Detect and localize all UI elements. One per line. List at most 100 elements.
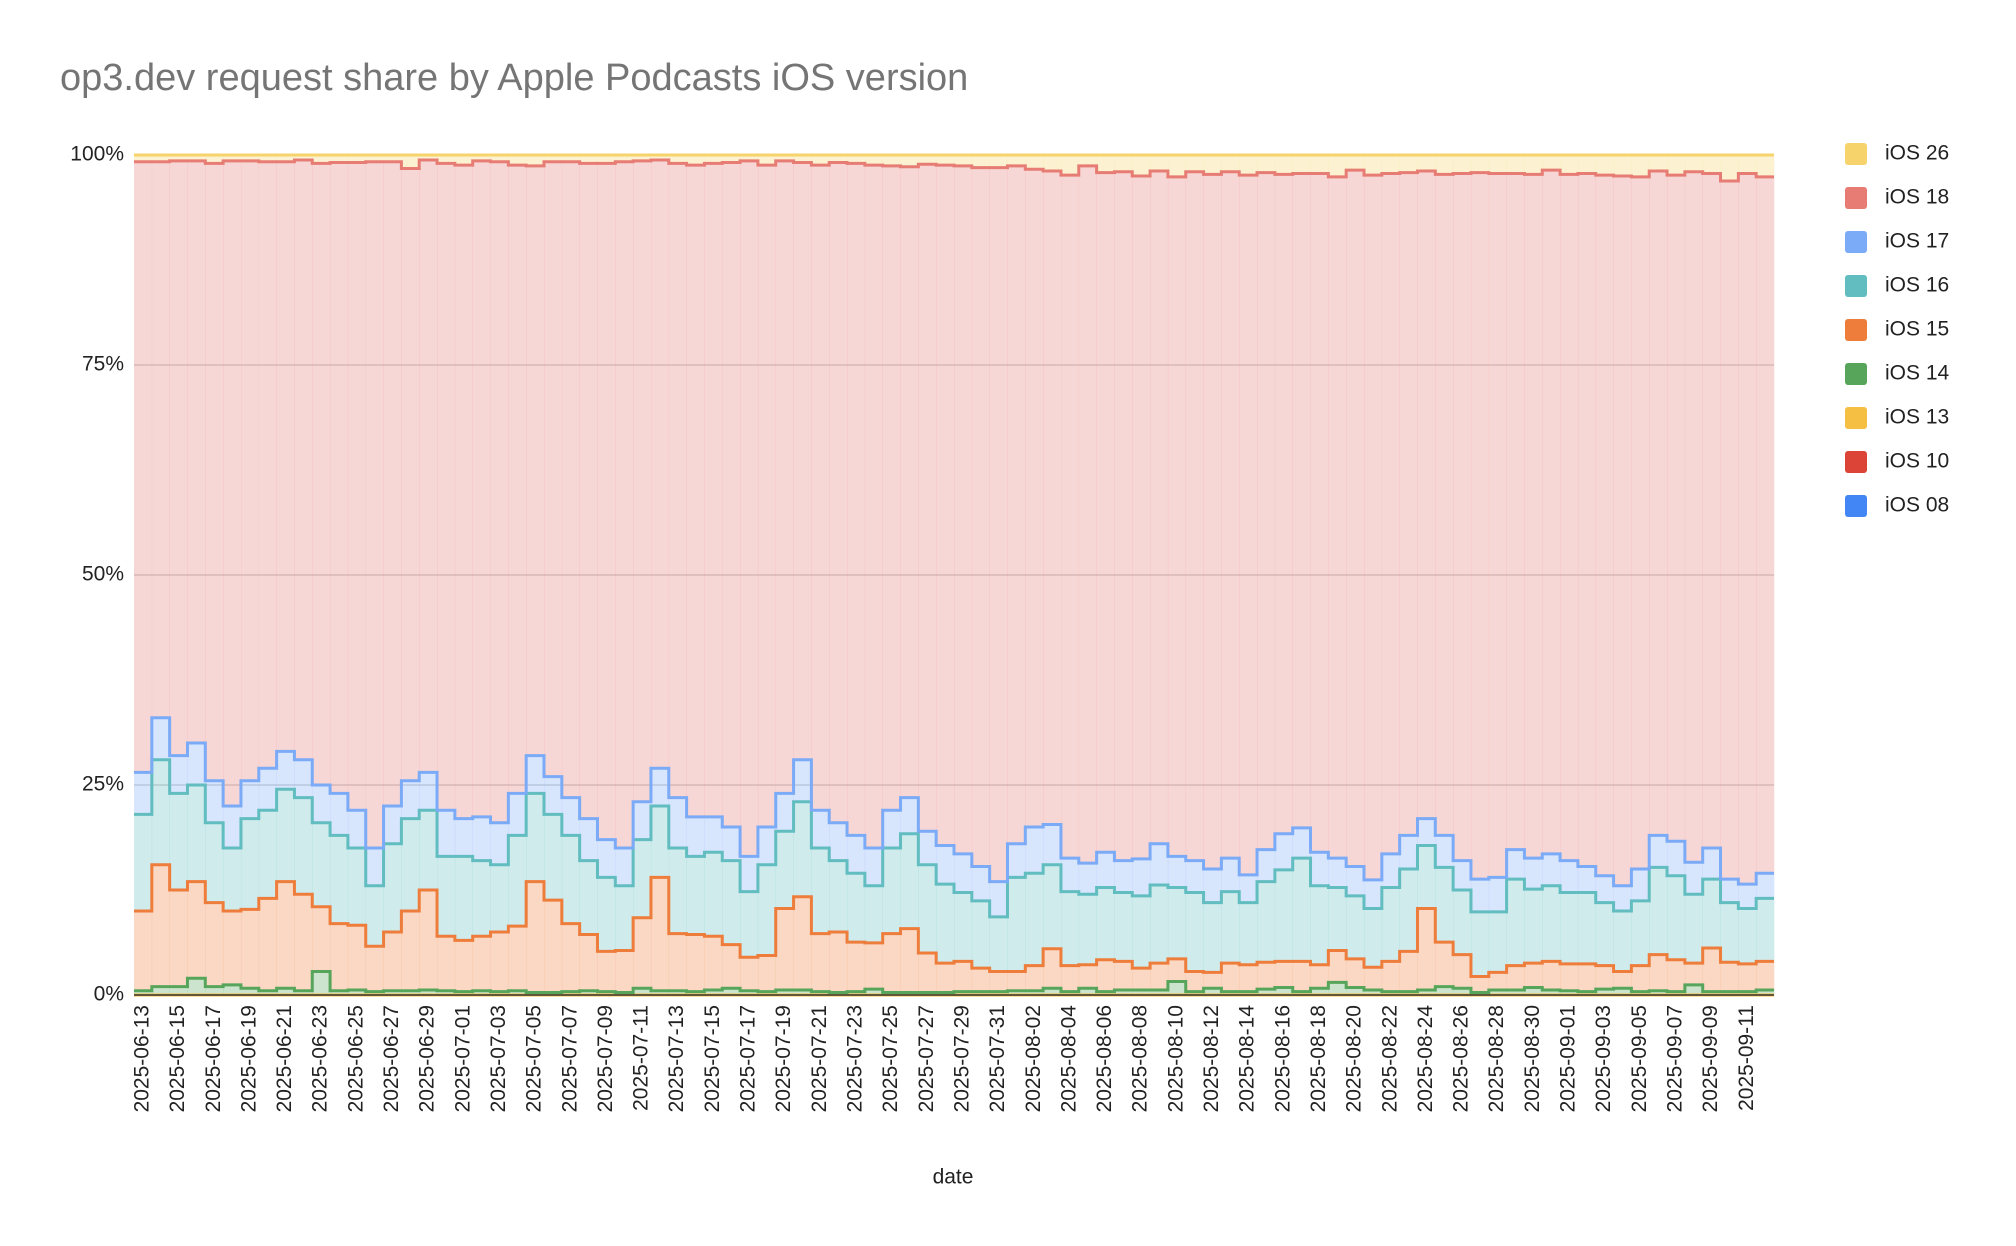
area-step (1560, 860, 1579, 893)
area-step (1560, 155, 1579, 175)
area-step (1702, 879, 1721, 948)
area-step (1488, 877, 1507, 912)
step-outline (134, 758, 1774, 919)
area-step (419, 890, 438, 990)
area-step (240, 155, 260, 161)
x-tick-label: 2025-07-23 (844, 1005, 867, 1112)
area-step (508, 165, 527, 794)
chart-title: op3.dev request share by Apple Podcasts … (60, 57, 968, 99)
area-step (1346, 155, 1365, 171)
area-step (312, 971, 331, 995)
area-step (151, 986, 170, 995)
x-tick-label: 2025-07-03 (487, 1005, 510, 1112)
area-step (740, 155, 759, 161)
area-step (864, 989, 883, 995)
area-step (668, 155, 687, 164)
x-tick-label: 2025-07-13 (665, 1005, 688, 1112)
area-step (1185, 892, 1204, 972)
area-step (151, 759, 170, 865)
area-step (1453, 155, 1472, 174)
area-step (668, 990, 687, 995)
area-step (704, 816, 723, 853)
legend-label: iOS 16 (1885, 274, 1949, 297)
area-step (1025, 990, 1044, 995)
area-step (989, 167, 1008, 882)
area-step (1524, 889, 1543, 964)
area-step (1720, 902, 1739, 963)
area-step (330, 990, 349, 995)
area-step (633, 988, 652, 995)
area-step (954, 892, 973, 962)
area-step (1257, 155, 1276, 173)
x-tick-label: 2025-08-10 (1164, 1005, 1187, 1112)
y-tick-label: 100% (70, 143, 124, 166)
area-step (1346, 866, 1365, 896)
area-step (650, 768, 670, 806)
area-step (205, 986, 224, 995)
area-step (1381, 887, 1400, 962)
area-step (437, 936, 456, 991)
area-step (1631, 965, 1650, 992)
area-step (1381, 961, 1400, 992)
area-step (704, 936, 723, 990)
area-step (704, 852, 723, 937)
area-step (1007, 971, 1026, 991)
area-step (508, 793, 527, 836)
area-step (597, 163, 616, 840)
area-step (686, 856, 705, 935)
legend-label: iOS 14 (1885, 362, 1950, 385)
area-step (1488, 989, 1507, 995)
legend-swatch (1845, 231, 1867, 253)
area-step (597, 155, 616, 164)
area-step (223, 806, 242, 848)
area-step (1185, 971, 1204, 992)
y-tick-label: 0% (94, 983, 124, 1006)
area-step (971, 866, 990, 901)
area-step (437, 155, 456, 164)
area-step (1684, 963, 1703, 985)
x-tick-label: 2025-08-02 (1022, 1005, 1045, 1112)
area-step (1435, 942, 1454, 987)
area-step (294, 797, 313, 895)
area-step (1257, 962, 1276, 990)
area-step (223, 160, 242, 806)
area-step (1221, 155, 1240, 172)
area-step (365, 885, 384, 947)
area-step (1435, 835, 1454, 868)
area-step (1292, 961, 1311, 992)
area-step (971, 900, 990, 969)
area-step (223, 984, 242, 995)
area-step (1346, 170, 1365, 867)
area-step (347, 162, 367, 811)
legend-swatch (1845, 407, 1867, 429)
area-step (954, 155, 973, 166)
area-step (544, 814, 563, 901)
y-tick-label: 75% (82, 353, 124, 376)
area-step (437, 990, 456, 995)
area-step (187, 978, 206, 995)
area-step (918, 164, 937, 832)
area-step (134, 772, 153, 815)
area-step (258, 810, 277, 899)
area-step (347, 155, 367, 163)
area-step (793, 989, 812, 995)
area-step (1150, 155, 1169, 171)
area-step (347, 925, 367, 990)
area-step (1488, 911, 1507, 973)
area-step (1364, 908, 1383, 968)
area-step (401, 168, 420, 781)
area-step (811, 165, 830, 811)
area-step (1399, 869, 1418, 952)
area-step (668, 797, 687, 848)
area-step (508, 990, 527, 995)
area-step (900, 166, 919, 798)
area-step (1577, 991, 1597, 995)
area-step (918, 953, 937, 993)
x-tick-label: 2025-09-09 (1699, 1005, 1722, 1112)
area-step (686, 934, 705, 992)
area-step (454, 940, 473, 992)
area-step (1203, 972, 1222, 989)
area-step (1542, 170, 1561, 854)
area-step (258, 898, 277, 991)
